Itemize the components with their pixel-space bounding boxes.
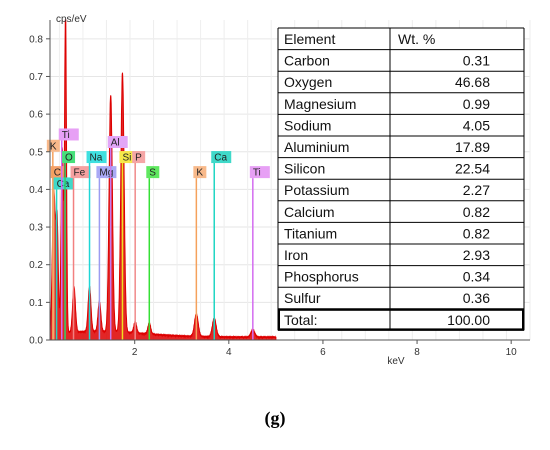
- element-tag: K: [46, 139, 60, 152]
- table-cell-element: Phosphorus: [284, 269, 359, 285]
- element-tag: S: [146, 166, 160, 179]
- table-cell-element: Sulfur: [284, 290, 321, 306]
- element-tag: Ti: [58, 128, 79, 141]
- element-tag-label: Na: [90, 153, 103, 164]
- y-tick-label: 0.4: [29, 185, 43, 196]
- element-tag: Ti: [249, 166, 270, 179]
- element-tag-box: [53, 177, 74, 190]
- table-cell-element: Aluminium: [284, 139, 349, 155]
- element-tag: Al: [107, 136, 128, 149]
- table-cell-element: Silicon: [284, 161, 325, 177]
- table-total-label: Total:: [284, 312, 317, 328]
- table-cell-wt: 0.36: [463, 290, 490, 306]
- element-tag-label: C: [54, 168, 61, 179]
- element-tag-label: Al: [111, 138, 120, 149]
- figure-caption: (g): [264, 408, 286, 428]
- table-cell-element: Iron: [284, 247, 308, 263]
- table-cell-wt: 17.89: [455, 139, 490, 155]
- element-tag-label: Ca: [214, 153, 227, 164]
- table-cell-element: Oxygen: [284, 74, 332, 90]
- table-cell-wt: 2.27: [463, 182, 490, 198]
- element-tag: Ca: [53, 177, 74, 190]
- table-cell-wt: 0.82: [463, 225, 490, 241]
- element-tag: C: [50, 166, 64, 179]
- table-cell-wt: 22.54: [455, 161, 490, 177]
- x-tick-label: 6: [320, 347, 326, 358]
- element-tag-box: [70, 166, 91, 179]
- table-cell-element: Sodium: [284, 117, 331, 133]
- table-header-element: Element: [284, 31, 335, 47]
- x-tick-label: 2: [132, 347, 138, 358]
- table-cell-wt: 4.05: [463, 117, 490, 133]
- table-cell-wt: 2.93: [463, 247, 490, 263]
- element-tag-box: [50, 166, 64, 179]
- element-tag: Ca: [211, 151, 232, 164]
- x-axis-label: keV: [387, 356, 405, 367]
- table-total-frame: [278, 308, 524, 331]
- spectrum-trace: [49, 19, 277, 341]
- table-cell-element: Calcium: [284, 204, 335, 220]
- element-tag-label: K: [50, 141, 57, 152]
- table-header-wt: Wt. %: [398, 31, 435, 47]
- table-cell-element: Titanium: [284, 225, 337, 241]
- y-tick-label: 0.1: [29, 298, 43, 309]
- element-tag: Mg: [96, 166, 117, 179]
- y-axis-label: cps/eV: [56, 14, 87, 25]
- table-cell-element: Magnesium: [284, 96, 356, 112]
- element-tag: Fe: [70, 166, 91, 179]
- element-tag-box: [146, 166, 160, 179]
- element-tag-box: [86, 151, 107, 164]
- element-tag-box: [132, 151, 146, 164]
- element-tag-box: [62, 151, 76, 164]
- table-cell-wt: 46.68: [455, 74, 490, 90]
- element-tag: P: [132, 151, 146, 164]
- spectrum-layer: [49, 19, 277, 341]
- element-tag-box: [249, 166, 270, 179]
- element-tag-label: O: [65, 153, 73, 164]
- element-tag: O: [62, 151, 76, 164]
- element-tag-label: Ti: [253, 168, 261, 179]
- y-tick-label: 0.2: [29, 260, 43, 271]
- x-tick-label: 8: [414, 347, 420, 358]
- element-tag-label: K: [196, 168, 203, 179]
- axis-layer: 0.00.10.20.30.40.50.60.70.82 4 6 8 10: [29, 20, 530, 358]
- element-tag-label: S: [149, 168, 156, 179]
- y-tick-label: 0.5: [29, 147, 43, 158]
- element-tag-box: [58, 128, 79, 141]
- table-cell-wt: 0.82: [463, 204, 490, 220]
- y-tick-label: 0.8: [29, 34, 43, 45]
- element-tag: K: [193, 166, 207, 179]
- table-total-value: 100.00: [447, 312, 490, 328]
- element-tag-label: Si: [122, 153, 131, 164]
- element-tag-label: Fe: [74, 168, 86, 179]
- y-tick-label: 0.0: [29, 336, 43, 347]
- table-cell-wt: 0.99: [463, 96, 490, 112]
- element-tag: Na: [86, 151, 107, 164]
- table-cell-wt: 0.34: [463, 269, 490, 285]
- composition-table: Element Wt. % Carbon 0.31 Oxygen 46.68 Magnesi…: [277, 27, 525, 331]
- element-tag-label: P: [135, 153, 142, 164]
- element-tag-label: Ca: [57, 179, 70, 190]
- y-tick-label: 0.7: [29, 72, 43, 83]
- table-cell-element: Potassium: [284, 182, 349, 198]
- y-tick-label: 0.6: [29, 110, 43, 121]
- element-tag-box: [211, 151, 232, 164]
- y-tick-label: 0.3: [29, 223, 43, 234]
- element-tag-label: Mg: [99, 168, 113, 179]
- x-tick-label: 4: [226, 347, 232, 358]
- table-cell-element: Carbon: [284, 53, 330, 69]
- element-tag-box: [107, 136, 128, 148]
- element-tag-label: Ti: [62, 130, 70, 141]
- table-cell-wt: 0.31: [463, 53, 490, 69]
- element-tag-box: [193, 166, 207, 179]
- x-tick-label: 10: [506, 347, 518, 358]
